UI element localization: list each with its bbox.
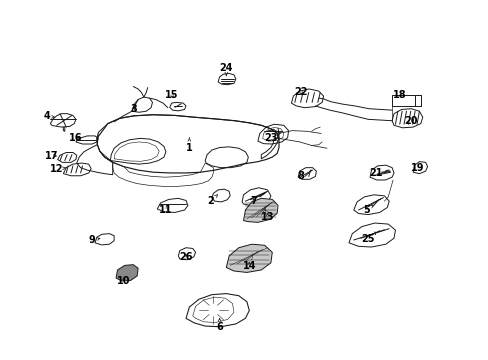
Text: 5: 5 — [363, 205, 372, 215]
Text: 2: 2 — [207, 195, 217, 206]
Text: 10: 10 — [117, 275, 130, 285]
Polygon shape — [226, 244, 272, 273]
Text: 7: 7 — [250, 196, 257, 206]
Text: 20: 20 — [404, 116, 417, 126]
Text: 9: 9 — [88, 235, 100, 245]
Text: 16: 16 — [69, 133, 82, 143]
Text: 19: 19 — [410, 163, 424, 173]
Polygon shape — [116, 265, 138, 281]
Text: 12: 12 — [50, 165, 66, 174]
Text: 25: 25 — [361, 234, 374, 244]
Text: 4: 4 — [43, 112, 54, 121]
Polygon shape — [243, 198, 278, 222]
Text: 18: 18 — [393, 90, 406, 100]
Text: 26: 26 — [179, 252, 192, 262]
Text: 8: 8 — [297, 171, 304, 181]
Text: 24: 24 — [219, 63, 233, 76]
Text: 11: 11 — [158, 205, 172, 215]
Text: 6: 6 — [216, 319, 223, 333]
Text: 23: 23 — [264, 133, 277, 143]
Text: 17: 17 — [45, 151, 59, 161]
Text: 22: 22 — [294, 87, 307, 97]
Text: 21: 21 — [369, 168, 382, 178]
Text: 3: 3 — [130, 104, 137, 114]
Text: 13: 13 — [260, 212, 274, 222]
Text: 1: 1 — [185, 138, 192, 153]
Text: 14: 14 — [242, 261, 256, 271]
Text: 15: 15 — [164, 90, 178, 100]
